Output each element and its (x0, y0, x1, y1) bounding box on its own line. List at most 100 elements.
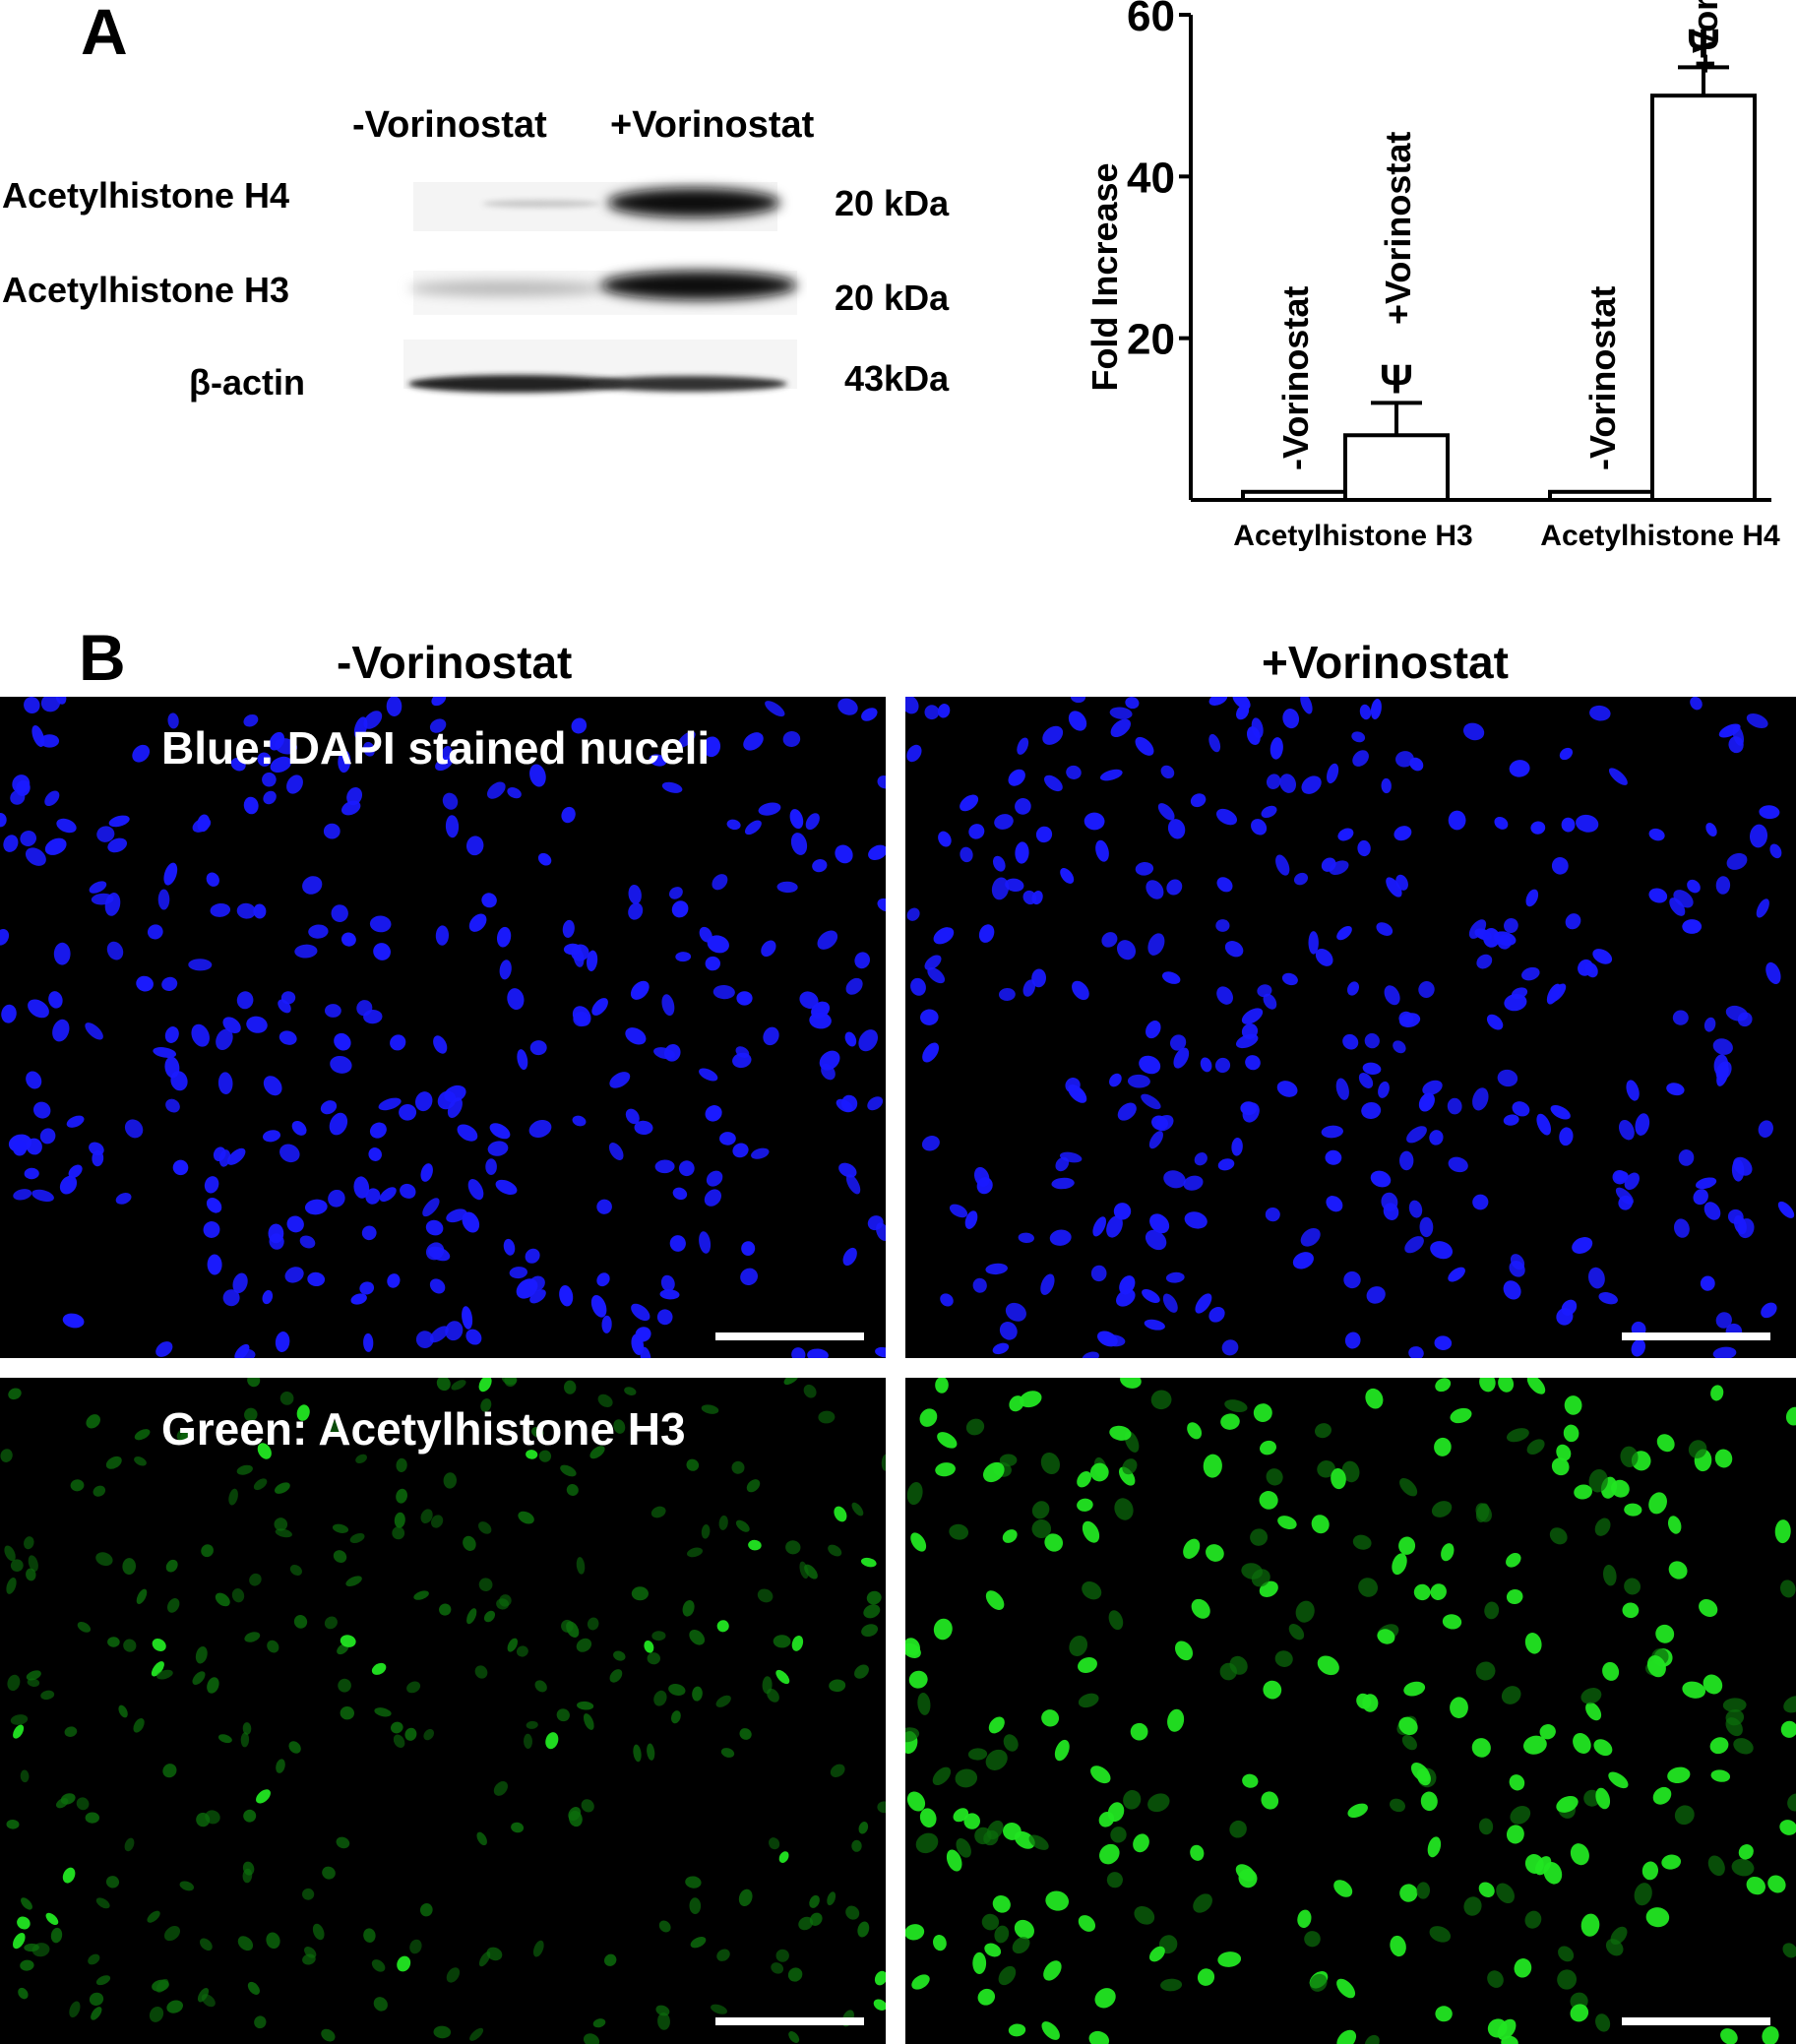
cell-nucleus (1726, 852, 1748, 870)
cell-nucleus (1270, 737, 1283, 760)
cell-nucleus (1116, 1288, 1136, 1307)
cell-nucleus (1707, 1855, 1725, 1877)
cell-nucleus (1077, 1498, 1093, 1512)
cell-nucleus (1595, 2013, 1611, 2032)
cell-nucleus (1197, 1968, 1215, 1986)
cell-nucleus (1688, 1440, 1707, 1458)
cell-nucleus (1077, 1471, 1092, 1488)
cell-nucleus (262, 1290, 274, 1305)
cell-nucleus (1082, 1351, 1099, 1358)
y-tick-label: 60 (1127, 0, 1175, 40)
cell-nucleus (905, 697, 919, 714)
cell-nucleus (804, 1564, 818, 1579)
cell-nucleus (1430, 1241, 1454, 1260)
cell-nucleus (263, 790, 277, 805)
cell-nucleus (1190, 1844, 1205, 1861)
cell-nucleus (495, 1179, 518, 1195)
cell-nucleus (196, 1812, 211, 1827)
cell-nucleus (136, 975, 154, 992)
cell-nucleus (1229, 1820, 1247, 1838)
cell-nucleus (1109, 707, 1133, 719)
cell-nucleus (657, 2013, 670, 2030)
cell-nucleus (270, 756, 292, 774)
cell-nucleus (1572, 1237, 1593, 1254)
cell-nucleus (1148, 1131, 1163, 1149)
caption-green-acetylhistone: Green: Acetylhistone H3 (161, 1403, 686, 1455)
cell-nucleus (62, 1313, 85, 1329)
cell-nucleus (1335, 1078, 1349, 1100)
cell-nucleus (1311, 1515, 1330, 1534)
cell-nucleus (1377, 1629, 1395, 1644)
cell-nucleus (1040, 1273, 1055, 1295)
cell-nucleus (986, 1820, 1004, 1840)
cell-nucleus (1682, 919, 1703, 934)
cell-nucleus (1317, 1460, 1335, 1478)
cell-nucleus (333, 1550, 347, 1564)
cell-nucleus (689, 1630, 706, 1645)
cell-nucleus (1208, 1306, 1225, 1323)
cell-nucleus (1220, 1413, 1240, 1430)
cell-nucleus (1123, 1789, 1142, 1810)
cell-nucleus (1593, 1739, 1613, 1757)
cell-nucleus (1005, 1302, 1026, 1322)
cell-nucleus (545, 1732, 559, 1750)
cell-nucleus (1191, 1598, 1210, 1619)
cell-nucleus (1525, 889, 1539, 907)
cell-nucleus (1783, 1696, 1796, 1713)
cell-nucleus (994, 814, 1014, 830)
cell-nucleus (927, 967, 946, 984)
cell-nucleus (1589, 705, 1611, 721)
cell-nucleus (946, 1849, 962, 1872)
cell-nucleus (50, 1927, 63, 1944)
cell-nucleus (268, 1223, 284, 1244)
cell-nucleus (591, 998, 608, 1016)
cell-nucleus (1297, 1909, 1312, 1929)
cell-nucleus (1506, 1552, 1521, 1568)
cell-nucleus (1008, 2023, 1026, 2037)
cell-nucleus (716, 1949, 730, 1961)
cell-nucleus (699, 1068, 718, 1082)
cell-nucleus (59, 1175, 78, 1195)
cell-nucleus (675, 952, 692, 962)
cell-nucleus (346, 786, 363, 806)
cell-nucleus (499, 960, 512, 980)
cell-nucleus (1260, 1440, 1276, 1456)
cell-nucleus (1565, 913, 1581, 930)
cell-nucleus (1245, 1055, 1261, 1071)
cell-nucleus (435, 925, 450, 946)
cell-nucleus (1293, 872, 1309, 886)
cell-nucleus (908, 1670, 928, 1689)
cell-nucleus (206, 1198, 222, 1213)
cell-nucleus (837, 698, 858, 715)
cell-nucleus (1120, 1378, 1142, 1389)
cell-nucleus (1497, 1069, 1518, 1087)
cell-nucleus (3, 835, 19, 852)
cell-nucleus (1479, 1378, 1496, 1393)
cell-nucleus (1125, 697, 1140, 710)
cell-nucleus (1214, 1057, 1231, 1074)
cell-nucleus (1266, 1468, 1283, 1486)
cell-nucleus (1224, 1399, 1248, 1413)
cell-nucleus (677, 731, 696, 748)
cell-nucleus (39, 1128, 56, 1145)
cell-nucleus (937, 1432, 958, 1449)
cell-nucleus (538, 1450, 552, 1462)
cell-nucleus (1580, 1688, 1602, 1704)
cell-nucleus (860, 1557, 877, 1568)
cell-nucleus (1051, 1177, 1075, 1190)
cell-nucleus (363, 711, 383, 729)
cell-nucleus (299, 1235, 316, 1249)
cell-nucleus (55, 1798, 69, 1809)
blot-row-label-actin: β-actin (189, 362, 305, 403)
cell-nucleus (89, 1992, 104, 2007)
cell-nucleus (597, 1394, 613, 1408)
cell-nucleus (1208, 697, 1228, 706)
cell-nucleus (985, 1749, 1008, 1770)
cell-nucleus (761, 940, 776, 958)
cell-nucleus (836, 1098, 853, 1113)
cell-nucleus (920, 1009, 939, 1025)
cell-nucleus (6, 1819, 20, 1829)
cell-nucleus (124, 1119, 144, 1139)
cell-nucleus (236, 1464, 253, 1475)
